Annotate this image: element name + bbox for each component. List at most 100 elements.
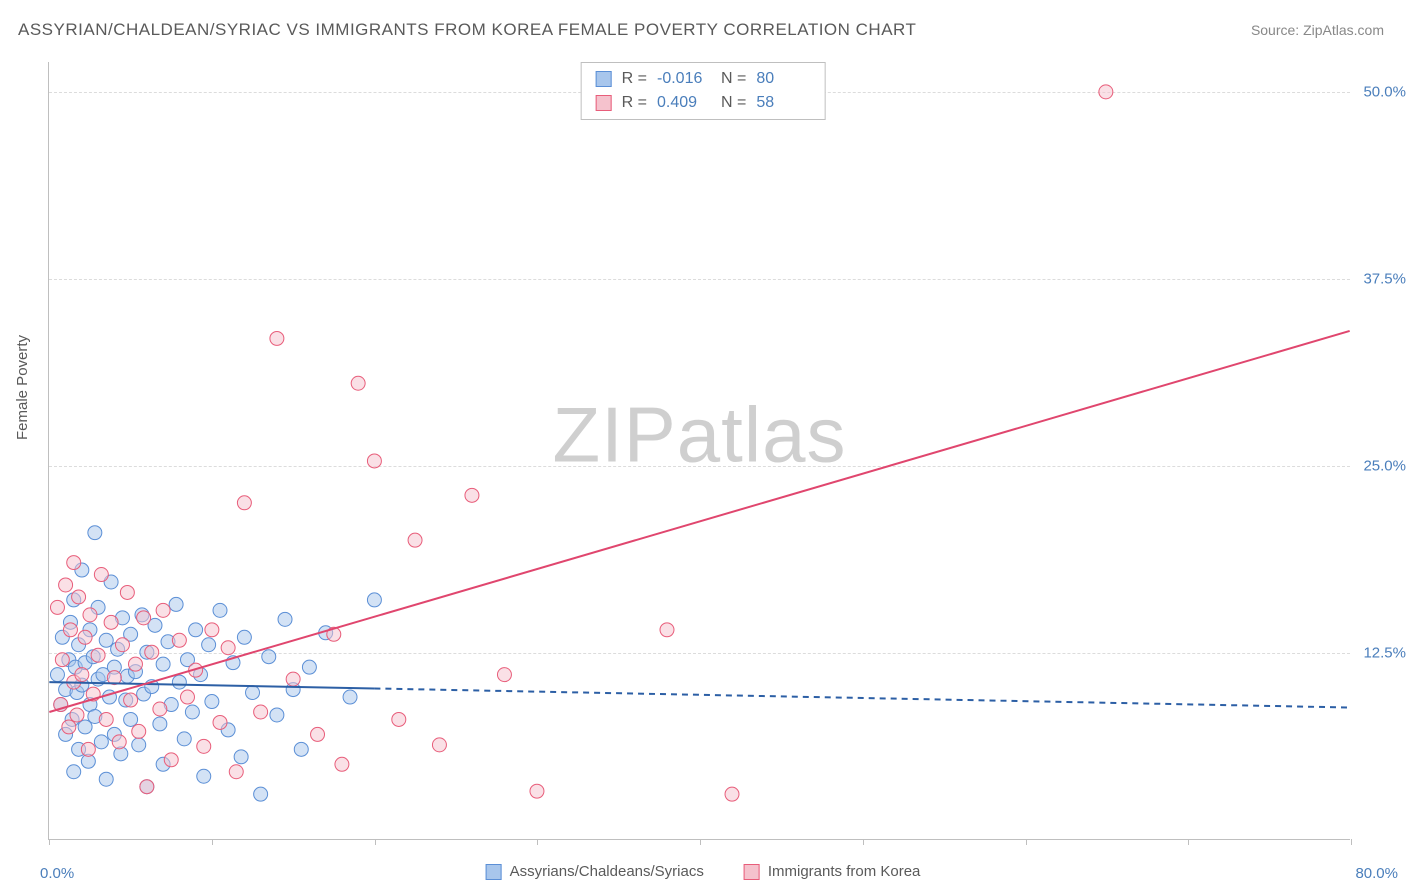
data-point [172, 675, 186, 689]
data-point [1099, 85, 1113, 99]
data-point [335, 757, 349, 771]
data-point [725, 787, 739, 801]
data-point [205, 695, 219, 709]
data-point [104, 615, 118, 629]
data-point [302, 660, 316, 674]
data-point [156, 657, 170, 671]
y-tick-label: 12.5% [1363, 644, 1406, 661]
data-point [50, 600, 64, 614]
data-point [311, 727, 325, 741]
data-point [99, 772, 113, 786]
legend-swatch [596, 71, 612, 87]
r-value: -0.016 [657, 67, 711, 91]
n-label: N = [721, 91, 746, 115]
y-tick-label: 25.0% [1363, 457, 1406, 474]
data-point [246, 686, 260, 700]
r-value: 0.409 [657, 91, 711, 115]
data-point [94, 568, 108, 582]
data-point [164, 753, 178, 767]
data-point [221, 641, 235, 655]
r-label: R = [622, 67, 647, 91]
x-axis-max-label: 80.0% [1355, 865, 1398, 882]
data-point [172, 633, 186, 647]
regression-line-dashed [374, 688, 1349, 707]
data-point [120, 585, 134, 599]
data-point [128, 657, 142, 671]
legend-label: Immigrants from Korea [768, 863, 921, 880]
data-point [197, 769, 211, 783]
data-point [62, 720, 76, 734]
legend-swatch [744, 864, 760, 880]
data-point [99, 633, 113, 647]
legend-swatch [486, 864, 502, 880]
data-point [432, 738, 446, 752]
legend-item: Assyrians/Chaldeans/Syriacs [486, 863, 704, 880]
data-point [72, 590, 86, 604]
data-point [55, 653, 69, 667]
data-point [343, 690, 357, 704]
data-point [367, 454, 381, 468]
y-tick-label: 50.0% [1363, 83, 1406, 100]
data-point [294, 742, 308, 756]
n-label: N = [721, 67, 746, 91]
data-point [229, 765, 243, 779]
data-point [181, 690, 195, 704]
data-point [213, 715, 227, 729]
data-point [408, 533, 422, 547]
data-point [202, 638, 216, 652]
x-tick [1026, 839, 1027, 845]
data-point [270, 708, 284, 722]
series-legend: Assyrians/Chaldeans/Syriacs Immigrants fr… [486, 863, 921, 880]
data-point [81, 742, 95, 756]
legend-stat-row: R = -0.016 N = 80 [596, 67, 811, 91]
x-tick [537, 839, 538, 845]
chart-title: ASSYRIAN/CHALDEAN/SYRIAC VS IMMIGRANTS F… [18, 20, 916, 40]
data-point [70, 708, 84, 722]
y-tick-label: 37.5% [1363, 270, 1406, 287]
x-tick [212, 839, 213, 845]
data-point [137, 611, 151, 625]
data-point [189, 623, 203, 637]
legend-label: Assyrians/Chaldeans/Syriacs [510, 863, 704, 880]
source-attribution: Source: ZipAtlas.com [1251, 22, 1384, 38]
data-point [497, 668, 511, 682]
data-point [262, 650, 276, 664]
legend-stat-row: R =0.409N =58 [596, 91, 811, 115]
data-point [213, 603, 227, 617]
data-point [124, 693, 138, 707]
x-tick [49, 839, 50, 845]
data-point [254, 787, 268, 801]
data-point [205, 623, 219, 637]
data-point [145, 645, 159, 659]
data-point [177, 732, 191, 746]
x-tick [1188, 839, 1189, 845]
data-point [392, 712, 406, 726]
data-point [50, 668, 64, 682]
data-point [156, 603, 170, 617]
legend-item: Immigrants from Korea [744, 863, 921, 880]
data-point [63, 623, 77, 637]
data-point [124, 712, 138, 726]
data-point [197, 739, 211, 753]
data-point [115, 638, 129, 652]
n-value: 80 [756, 67, 810, 91]
data-point [254, 705, 268, 719]
data-point [169, 597, 183, 611]
legend-swatch [596, 95, 612, 111]
data-point [83, 608, 97, 622]
data-point [67, 556, 81, 570]
x-tick [1351, 839, 1352, 845]
data-point [59, 578, 73, 592]
data-point [530, 784, 544, 798]
data-point [153, 717, 167, 731]
data-point [237, 496, 251, 510]
data-point [234, 750, 248, 764]
data-point [351, 376, 365, 390]
data-point [140, 780, 154, 794]
x-tick [375, 839, 376, 845]
x-axis-min-label: 0.0% [40, 865, 74, 882]
data-point [465, 488, 479, 502]
data-point [185, 705, 199, 719]
data-point [91, 648, 105, 662]
data-point [270, 331, 284, 345]
